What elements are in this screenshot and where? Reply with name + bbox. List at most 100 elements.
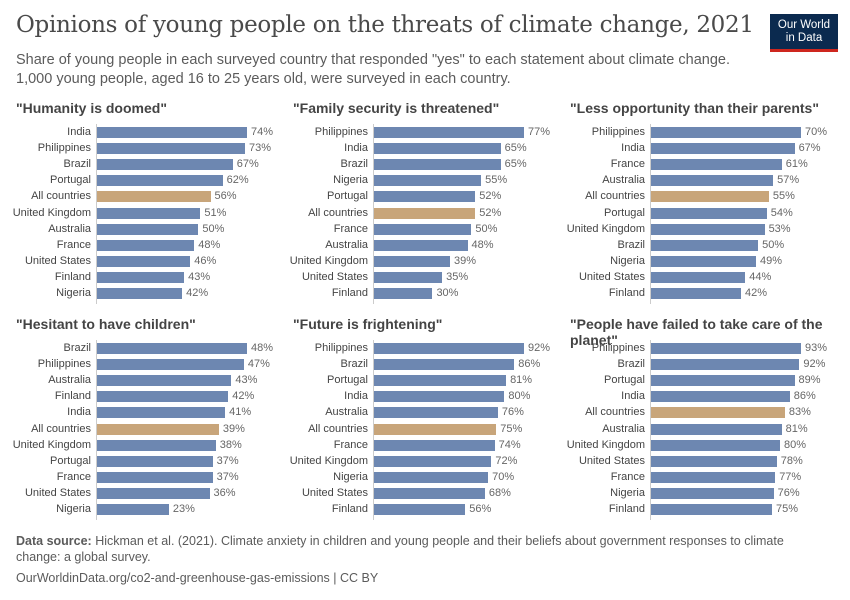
category-label: Philippines: [37, 142, 91, 155]
value-label: 43%: [188, 270, 211, 283]
footer-url[interactable]: OurWorldinData.org/co2-and-greenhouse-ga…: [16, 571, 379, 585]
panel-title: "Family security is threatened": [293, 100, 500, 116]
bar: [374, 504, 466, 515]
category-label: Australia: [602, 422, 645, 435]
panel-title: "Hesitant to have children": [16, 316, 196, 332]
value-label: 86%: [793, 390, 816, 403]
bar: [651, 239, 759, 251]
bar: [97, 159, 233, 171]
bar: [374, 471, 489, 483]
bar: [97, 504, 169, 515]
panel-title: "People have failed to take care of the …: [570, 316, 823, 348]
axis-line: [96, 340, 97, 521]
value-label: 81%: [510, 374, 533, 387]
axis-line: [373, 124, 374, 305]
category-label: France: [56, 470, 91, 483]
category-label: Brazil: [340, 358, 368, 371]
bar: [651, 271, 746, 283]
value-label: 70%: [805, 126, 828, 138]
value-label: 54%: [770, 206, 793, 219]
value-label: 48%: [198, 238, 221, 251]
category-label: Finland: [331, 503, 368, 515]
category-label: France: [333, 438, 368, 451]
bar: [651, 487, 774, 499]
panel-title: "Future is frightening": [293, 316, 443, 332]
value-label: 67%: [798, 142, 821, 155]
bar: [374, 391, 505, 403]
category-label: France: [333, 222, 368, 235]
category-label: Portugal: [50, 174, 91, 187]
category-label: Finland: [54, 390, 91, 403]
value-label: 92%: [528, 342, 551, 354]
value-label: 61%: [785, 158, 808, 171]
bar: [651, 439, 781, 451]
value-label: 74%: [251, 126, 274, 138]
bar: [374, 239, 468, 251]
value-label: 53%: [768, 222, 791, 235]
bar: [97, 255, 191, 267]
value-label: 23%: [172, 503, 195, 515]
logo-text-2: in Data: [785, 32, 823, 44]
value-label: 83%: [788, 406, 811, 419]
bar: [97, 407, 226, 419]
axis-line: [373, 340, 374, 521]
category-label: Australia: [48, 374, 91, 387]
value-label: 35%: [446, 270, 469, 283]
panel-title: "Humanity is doomed": [16, 100, 167, 116]
axis-line: [650, 340, 651, 521]
bar: [97, 439, 216, 451]
subtitle: Share of young people in each surveyed c…: [16, 52, 730, 68]
bar: [651, 159, 782, 171]
category-label: United Kingdom: [289, 454, 368, 467]
category-label: Nigeria: [56, 503, 91, 515]
bar: [374, 375, 507, 387]
value-label: 50%: [475, 222, 498, 235]
value-label: 49%: [760, 254, 783, 267]
category-label: Philippines: [314, 126, 368, 138]
value-label: 80%: [508, 390, 531, 403]
value-label: 73%: [248, 142, 271, 155]
bar: [374, 343, 524, 354]
value-label: 50%: [202, 222, 225, 235]
bar: [374, 423, 497, 435]
bar: [651, 143, 795, 155]
value-label: 65%: [504, 158, 527, 171]
category-label: United States: [578, 270, 645, 283]
value-label: 55%: [485, 174, 508, 187]
value-label: 56%: [469, 503, 492, 515]
value-label: 77%: [779, 470, 802, 483]
value-label: 75%: [775, 503, 798, 515]
value-label: 52%: [479, 206, 502, 219]
category-label: Australia: [48, 222, 91, 235]
bar: [374, 407, 498, 419]
value-label: 62%: [226, 174, 249, 187]
value-label: 81%: [785, 422, 808, 435]
axis-line: [650, 124, 651, 305]
bar: [97, 207, 201, 219]
category-label: India: [67, 406, 91, 419]
bar: [374, 223, 472, 235]
bar: [651, 207, 767, 219]
page-title: Opinions of young people on the threats …: [16, 12, 754, 38]
category-label: Finland: [331, 287, 368, 299]
bar: [97, 271, 185, 283]
value-label: 39%: [222, 422, 245, 435]
subtitle-2: 1,000 young people, aged 16 to 25 years …: [16, 71, 511, 87]
bar: [97, 175, 223, 187]
category-label: Portugal: [327, 374, 368, 387]
value-label: 72%: [495, 454, 518, 467]
bar: [97, 288, 183, 299]
category-label: All countries: [585, 190, 645, 203]
category-label: United Kingdom: [12, 438, 91, 451]
axis-line: [96, 124, 97, 305]
owid-logo[interactable]: Our World in Data: [770, 14, 838, 52]
bar: [374, 359, 515, 371]
value-label: 37%: [216, 454, 239, 467]
source-text-2: change: a global survey.: [16, 550, 151, 564]
bar: [651, 455, 777, 467]
value-label: 74%: [498, 438, 521, 451]
category-label: Australia: [325, 406, 368, 419]
category-label: India: [67, 126, 91, 138]
bar: [374, 191, 476, 203]
value-label: 48%: [251, 342, 274, 354]
